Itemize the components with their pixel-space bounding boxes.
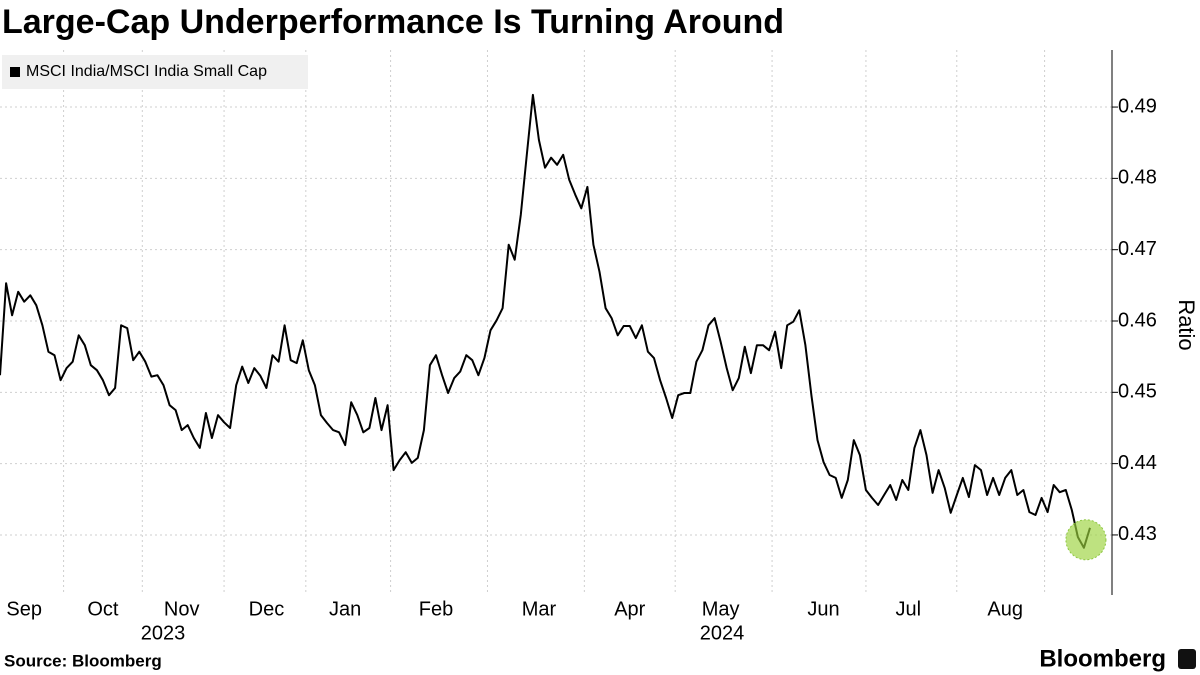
x-tick-label: Apr [614, 598, 645, 620]
x-tick-label: Jul [896, 598, 922, 620]
legend-swatch [10, 67, 20, 77]
x-tick-label: Jun [807, 598, 839, 620]
y-tick-label: 0.47 [1118, 238, 1157, 260]
legend-label: MSCI India/MSCI India Small Cap [26, 63, 267, 80]
x-tick-label: Feb [419, 598, 453, 620]
year-label: 2024 [700, 622, 745, 644]
brand-icon [1178, 649, 1196, 669]
legend-box [2, 55, 308, 89]
y-tick-label: 0.45 [1118, 381, 1157, 403]
x-tick-label: Oct [87, 598, 119, 620]
year-label: 2023 [141, 622, 186, 644]
y-axis-label: Ratio [1174, 299, 1199, 350]
brand: Bloomberg [1039, 645, 1166, 672]
series-line [0, 93, 1091, 549]
legend: MSCI India/MSCI India Small Cap [2, 55, 308, 89]
y-tick-label: 0.48 [1118, 167, 1157, 189]
x-tick-label: Dec [249, 598, 285, 620]
x-tick-label: Jan [329, 598, 361, 620]
y-tick-label: 0.44 [1118, 452, 1157, 474]
x-tick-label: May [702, 598, 740, 620]
x-tick-label: Sep [6, 598, 42, 620]
chart-title: Large-Cap Underperformance Is Turning Ar… [2, 3, 784, 41]
y-tick-label: 0.46 [1118, 309, 1157, 331]
x-tick-label: Aug [987, 598, 1023, 620]
y-tick-label: 0.49 [1118, 95, 1157, 117]
source: Source: Bloomberg [4, 651, 162, 670]
highlight [1065, 519, 1107, 561]
x-tick-label: Mar [522, 598, 557, 620]
y-tick-label: 0.43 [1118, 523, 1157, 545]
x-tick-label: Nov [164, 598, 200, 620]
